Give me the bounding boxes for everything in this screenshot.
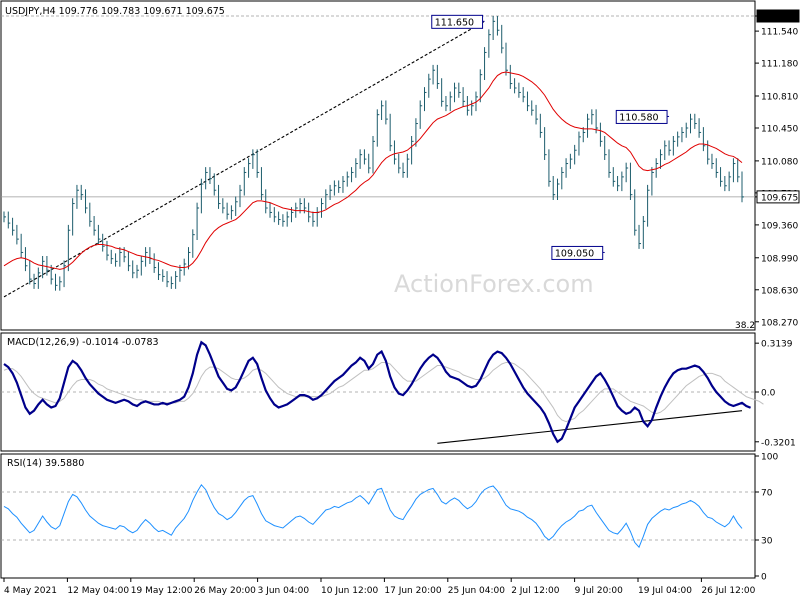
price-ytick-label: 110.810 [761, 93, 798, 103]
x-tick-label: 25 Jun 04:00 [448, 586, 505, 596]
x-tick-label: 10 Jun 12:00 [321, 586, 378, 596]
rsi-ytick-label: 100 [761, 453, 778, 463]
x-tick-label: 2 Jul 12:00 [511, 586, 560, 596]
macd-layer: 0.3139 0.0 -0.3201 [1, 340, 796, 448]
macd-ytick-label: 0.3139 [761, 340, 793, 350]
x-tick-label: 17 Jun 20:00 [384, 586, 441, 596]
rsi-title: RSI(14) 39.5880 [7, 458, 84, 469]
annotation-box [431, 14, 484, 29]
x-tick-label: 26 May 20:00 [194, 586, 256, 596]
macd-ytick-label: 0.0 [761, 389, 776, 399]
x-tick-label: 3 Jun 04:00 [258, 586, 310, 596]
macd-trendline [437, 410, 743, 444]
macd-ytick-label: -0.3201 [761, 438, 796, 448]
corner-label: 38.2 [735, 321, 755, 331]
annotation-label: 109.050 [555, 248, 594, 259]
price-panel [0, 0, 756, 331]
price-ytick-label: 108.270 [761, 318, 798, 328]
macd-line [3, 340, 752, 444]
x-tick-label: 4 May 2021 [4, 586, 57, 596]
price-ytick-label: 108.990 [761, 254, 798, 264]
rsi-ytick-label: 30 [761, 537, 773, 547]
price-header: USDJPY,H4 109.776 109.783 109.671 109.67… [5, 6, 225, 17]
rsi-layer: 100 70 30 0 [1, 453, 778, 583]
x-tick-label: 19 Jul 04:00 [638, 586, 692, 596]
price-ytick-label: 110.450 [761, 125, 798, 135]
price-ytick-label: 109.360 [761, 221, 798, 231]
price-ytick-box [756, 9, 800, 23]
rsi-panel [0, 453, 756, 579]
price-ytick-label: 110.080 [761, 157, 798, 167]
macd-title: MACD(12,26,9) -0.1014 -0.0783 [7, 337, 159, 348]
price-ytick-label: 111.540 [761, 28, 798, 38]
x-tick-label: 19 May 12:00 [131, 586, 193, 596]
x-axis: 4 May 2021 12 May 04:00 19 May 12:00 26 May… [3, 578, 756, 596]
price-ytick-label: 109.675 [761, 193, 798, 203]
macd-signal-line [3, 361, 764, 423]
x-tick-label: 26 Jul 12:00 [701, 586, 755, 596]
annotation-label: 110.580 [619, 112, 658, 123]
rsi-ytick-label: 70 [761, 489, 773, 499]
annotation-box [615, 109, 668, 124]
annotation-label: 111.650 [435, 17, 474, 28]
price-ytick-label: 111.180 [761, 60, 798, 70]
price-ytick-label: 111.710 [761, 13, 798, 23]
moving-average-line [3, 71, 743, 270]
x-tick-label: 9 Jul 20:00 [575, 586, 624, 596]
watermark: ActionForex.com [394, 270, 594, 298]
price-layer: 111.710 111.540 111.180 110.810 110.450 110.0… [1, 9, 800, 328]
rsi-ytick-label: 0 [761, 573, 767, 583]
macd-panel [0, 332, 756, 452]
x-tick-label: 12 May 04:00 [67, 586, 129, 596]
price-ytick-label: 108.630 [761, 286, 798, 296]
rsi-line [3, 483, 743, 549]
annotation-box [551, 245, 604, 260]
price-ytick-box [756, 190, 800, 204]
